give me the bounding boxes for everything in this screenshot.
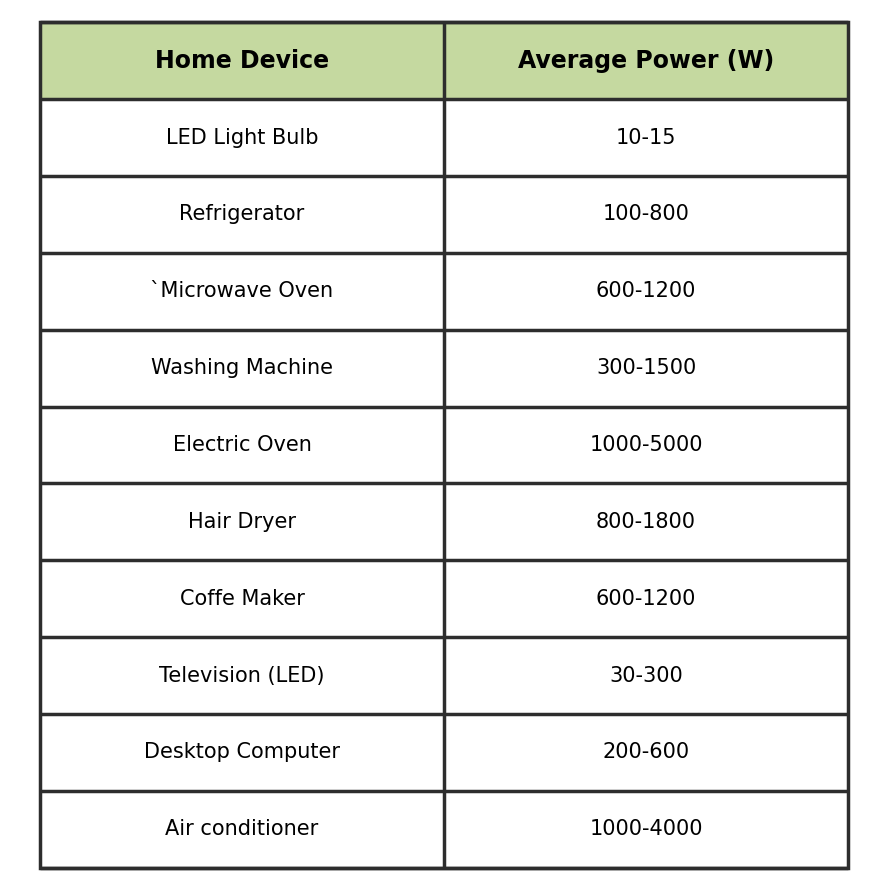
Bar [40, 99, 848, 176]
Text: Refrigerator: Refrigerator [179, 205, 305, 224]
Bar [40, 22, 848, 99]
Bar [40, 253, 848, 329]
Text: Electric Oven: Electric Oven [172, 435, 312, 455]
Text: 10-15: 10-15 [615, 127, 677, 148]
Text: 30-300: 30-300 [609, 666, 683, 685]
Text: 300-1500: 300-1500 [596, 358, 696, 378]
Text: Coffe Maker: Coffe Maker [179, 588, 305, 609]
Text: Home Device: Home Device [155, 49, 329, 73]
Text: 200-600: 200-600 [602, 742, 690, 763]
Text: 600-1200: 600-1200 [596, 588, 696, 609]
Bar [40, 637, 848, 714]
Bar [40, 407, 848, 483]
Text: 800-1800: 800-1800 [596, 512, 696, 532]
Bar [40, 176, 848, 253]
Text: 1000-5000: 1000-5000 [590, 435, 702, 455]
Text: LED Light Bulb: LED Light Bulb [166, 127, 318, 148]
Bar [40, 329, 848, 407]
Text: 600-1200: 600-1200 [596, 281, 696, 302]
Bar [40, 714, 848, 791]
Bar [40, 483, 848, 561]
Text: Average Power (W): Average Power (W) [518, 49, 774, 73]
Text: Television (LED): Television (LED) [159, 666, 325, 685]
Bar [40, 791, 848, 868]
Text: 100-800: 100-800 [603, 205, 689, 224]
Bar [40, 561, 848, 637]
Text: Air conditioner: Air conditioner [165, 820, 319, 839]
Text: Hair Dryer: Hair Dryer [188, 512, 296, 532]
Text: `Microwave Oven: `Microwave Oven [150, 281, 334, 302]
Text: 1000-4000: 1000-4000 [590, 820, 702, 839]
Text: Desktop Computer: Desktop Computer [144, 742, 340, 763]
Text: Washing Machine: Washing Machine [151, 358, 333, 378]
